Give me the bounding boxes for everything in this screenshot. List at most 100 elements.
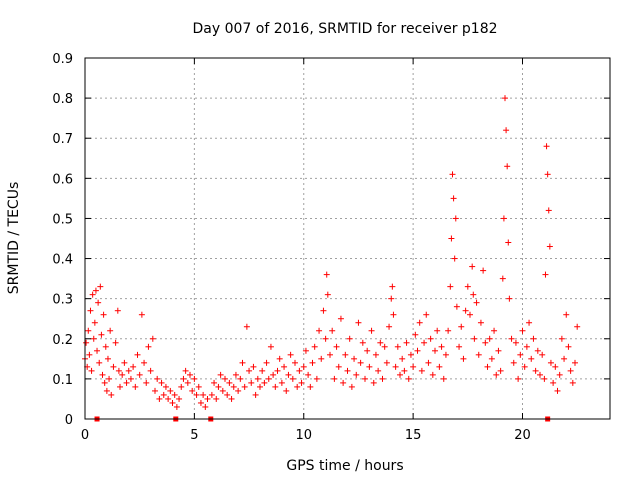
data-point [311, 343, 318, 350]
data-point [224, 391, 231, 398]
x-tick-label: 0 [81, 428, 89, 443]
data-point [351, 355, 358, 362]
data-point [298, 379, 305, 386]
data-point [267, 343, 274, 350]
data-point [239, 359, 246, 366]
x-tick-label: 10 [295, 428, 312, 443]
data-point [230, 383, 237, 390]
data-point [333, 343, 340, 350]
data-point [561, 355, 568, 362]
data-point [452, 215, 459, 222]
data-point [235, 387, 242, 394]
data-point [469, 263, 476, 270]
y-axis-ticks: 0 0.1 0.2 0.3 0.4 0.5 0.6 0.7 0.8 0.9 [52, 52, 610, 428]
data-point [523, 343, 530, 350]
data-point [226, 379, 233, 386]
data-point [335, 363, 342, 370]
data-point [272, 383, 279, 390]
data-point [261, 379, 268, 386]
data-point [572, 359, 578, 366]
data-point [252, 391, 259, 398]
data-point [504, 163, 511, 170]
data-point [300, 363, 307, 370]
data-point [340, 379, 347, 386]
data-point [470, 291, 477, 298]
data-point [127, 375, 134, 382]
data-point [154, 375, 161, 382]
data-point [515, 375, 522, 382]
data-point [445, 327, 452, 334]
data-point [294, 383, 301, 390]
data-point [364, 347, 371, 354]
data-point [200, 391, 207, 398]
data-point [353, 371, 360, 378]
data-point [147, 367, 154, 374]
data-point [425, 359, 432, 366]
data-point [519, 327, 526, 334]
data-point [460, 355, 467, 362]
data-point [176, 395, 183, 402]
data-point [106, 375, 113, 382]
data-point [491, 327, 498, 334]
data-point [246, 367, 253, 374]
data-point [121, 359, 128, 366]
data-points [82, 95, 581, 410]
data-point [526, 319, 533, 326]
data-point [502, 95, 508, 102]
data-point [274, 367, 281, 374]
data-point [160, 391, 167, 398]
data-point [285, 371, 292, 378]
data-point [329, 327, 336, 334]
data-point [257, 383, 263, 390]
data-point [96, 359, 103, 366]
data-point [115, 367, 122, 374]
data-point [211, 379, 218, 386]
data-point [213, 395, 220, 402]
data-point [530, 335, 537, 342]
data-point [381, 343, 388, 350]
y-tick-label: 0.4 [52, 253, 73, 268]
data-point [87, 307, 94, 314]
data-point [182, 367, 189, 374]
data-point [102, 343, 109, 350]
data-point [405, 375, 412, 382]
data-point [510, 359, 517, 366]
data-point [368, 327, 375, 334]
data-point [399, 355, 406, 362]
data-point [107, 327, 114, 334]
data-point [296, 367, 303, 374]
data-point [448, 235, 455, 242]
data-point [90, 335, 97, 342]
data-point [289, 375, 296, 382]
data-point [248, 379, 255, 386]
data-point [484, 363, 491, 370]
data-point [189, 387, 196, 394]
data-point [362, 375, 368, 382]
data-point [85, 327, 92, 334]
data-point [184, 379, 191, 386]
data-point [421, 339, 428, 346]
data-point [442, 351, 449, 358]
data-point [475, 351, 482, 358]
data-point [357, 359, 364, 366]
x-tick-label: 5 [190, 428, 198, 443]
y-tick-label: 0.2 [52, 333, 73, 348]
data-point [241, 383, 248, 390]
data-point [100, 311, 107, 318]
data-point [416, 319, 423, 326]
data-point [544, 171, 551, 178]
data-point [344, 367, 351, 374]
y-tick-label: 0.9 [52, 52, 73, 67]
data-point [187, 371, 193, 378]
data-point [473, 299, 480, 306]
data-point [83, 339, 90, 346]
data-point [250, 363, 257, 370]
data-point [556, 371, 563, 378]
data-point [541, 375, 548, 382]
data-point [390, 311, 397, 318]
data-point [499, 275, 506, 282]
data-point [158, 379, 165, 386]
data-point [119, 371, 126, 378]
data-point [543, 143, 550, 150]
